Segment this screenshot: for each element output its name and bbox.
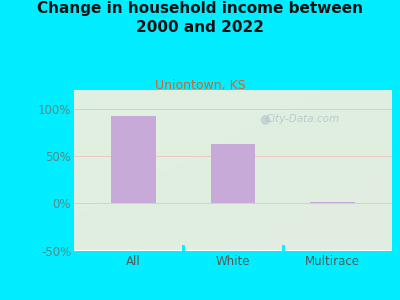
- Bar: [211, 144, 255, 203]
- Text: Uniontown, KS: Uniontown, KS: [155, 80, 245, 92]
- Text: Change in household income between
2000 and 2022: Change in household income between 2000 …: [37, 2, 363, 35]
- Bar: [111, 116, 156, 203]
- Text: ●: ●: [259, 112, 270, 125]
- Text: City-Data.com: City-Data.com: [266, 114, 340, 124]
- Bar: [310, 202, 355, 203]
